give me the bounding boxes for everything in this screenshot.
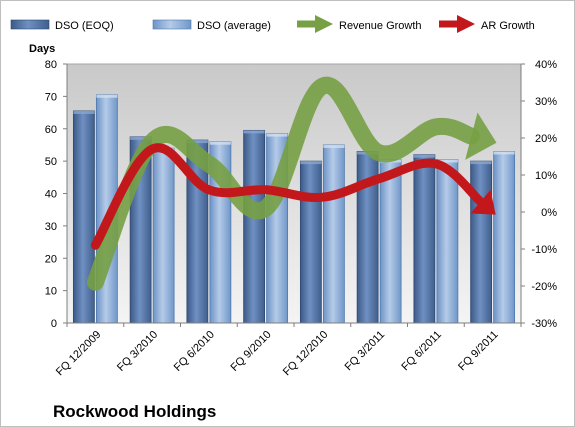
bar-dso-eoq-6 bbox=[413, 154, 436, 324]
y-tick-label-right-6: 30% bbox=[535, 96, 557, 108]
arrowhead-ar-growth bbox=[470, 189, 496, 215]
arrowhead-revenue-growth bbox=[465, 112, 497, 160]
legend-arrow-ar-growth-icon bbox=[439, 15, 475, 33]
bar-cap-dso-average-6 bbox=[436, 159, 458, 163]
line-ar-growth bbox=[90, 143, 485, 250]
y-tick-label-left-5: 50 bbox=[45, 156, 57, 168]
bar-cap-dso-eoq-1 bbox=[130, 136, 152, 140]
chart-title: Rockwood Holdings bbox=[53, 402, 216, 421]
bar-cap-dso-eoq-4 bbox=[300, 161, 322, 165]
bar-cap-dso-eoq-2 bbox=[186, 140, 208, 144]
bar-dso-eoq-7 bbox=[470, 160, 493, 324]
y-tick-label-right-2: -10% bbox=[531, 244, 557, 256]
x-tick-label-7: FQ 9/2011 bbox=[456, 329, 501, 374]
y-tick-label-left-4: 40 bbox=[45, 189, 57, 201]
y-tick-label-left-3: 30 bbox=[45, 221, 57, 233]
legend-label-revenue-growth: Revenue Growth bbox=[339, 20, 422, 32]
legend-arrow-revenue-growth-icon bbox=[297, 15, 333, 33]
bar-dso-average-5 bbox=[379, 159, 402, 324]
y-tick-label-right-0: -30% bbox=[531, 318, 557, 330]
y-tick-label-left-0: 0 bbox=[51, 318, 57, 330]
bar-cap-dso-average-0 bbox=[96, 94, 118, 98]
x-tick-label-6: FQ 6/2011 bbox=[399, 329, 444, 374]
legend-swatch-dso-eoq bbox=[10, 19, 50, 30]
bar-dso-eoq-3 bbox=[243, 129, 266, 324]
y-tick-label-left-1: 10 bbox=[45, 286, 57, 298]
x-tick-label-2: FQ 6/2010 bbox=[172, 329, 217, 374]
bar-dso-average-4 bbox=[322, 144, 345, 324]
x-tick-label-1: FQ 3/2010 bbox=[115, 329, 160, 374]
legend-swatch-dso-average bbox=[152, 19, 192, 30]
legend: DSO (EOQ) DSO (average) Revenue Growth A… bbox=[10, 15, 535, 33]
bar-dso-average-1 bbox=[152, 147, 175, 324]
line-revenue-growth bbox=[86, 76, 480, 291]
y-tick-label-right-1: -20% bbox=[531, 281, 557, 293]
x-tick-label-4: FQ 12/2010 bbox=[281, 329, 331, 379]
y-tick-label-left-2: 20 bbox=[45, 253, 57, 265]
y-tick-label-right-3: 0% bbox=[541, 207, 557, 219]
y-tick-label-left-6: 60 bbox=[45, 124, 57, 136]
x-tick-label-3: FQ 9/2010 bbox=[229, 329, 274, 374]
bar-cap-dso-average-3 bbox=[266, 133, 288, 137]
y-tick-label-right-7: 40% bbox=[535, 59, 557, 71]
bar-dso-eoq-0 bbox=[72, 110, 95, 324]
bar-cap-dso-eoq-0 bbox=[73, 110, 95, 114]
x-tick-label-0: FQ 12/2009 bbox=[54, 329, 104, 379]
growth-lines-layer bbox=[86, 76, 497, 291]
bar-cap-dso-average-7 bbox=[493, 151, 515, 155]
y-tick-label-right-4: 10% bbox=[535, 170, 557, 182]
bar-cap-dso-eoq-7 bbox=[470, 161, 492, 165]
x-tick-label-5: FQ 3/2011 bbox=[343, 329, 388, 374]
bar-dso-eoq-4 bbox=[299, 160, 322, 324]
y-axis-title: Days bbox=[29, 43, 55, 55]
y-tick-label-left-8: 80 bbox=[45, 59, 57, 71]
bar-dso-average-7 bbox=[493, 151, 516, 324]
bar-cap-dso-eoq-6 bbox=[413, 154, 435, 158]
bar-cap-dso-eoq-3 bbox=[243, 130, 265, 134]
bar-cap-dso-average-2 bbox=[209, 141, 231, 145]
legend-label-dso-average: DSO (average) bbox=[197, 20, 271, 32]
bar-cap-dso-average-4 bbox=[323, 144, 345, 148]
y-tick-label-right-5: 20% bbox=[535, 133, 557, 145]
legend-label-ar-growth: AR Growth bbox=[481, 20, 535, 32]
legend-label-dso-eoq: DSO (EOQ) bbox=[55, 20, 114, 32]
bar-dso-average-6 bbox=[436, 159, 459, 324]
y-tick-label-left-7: 70 bbox=[45, 91, 57, 103]
